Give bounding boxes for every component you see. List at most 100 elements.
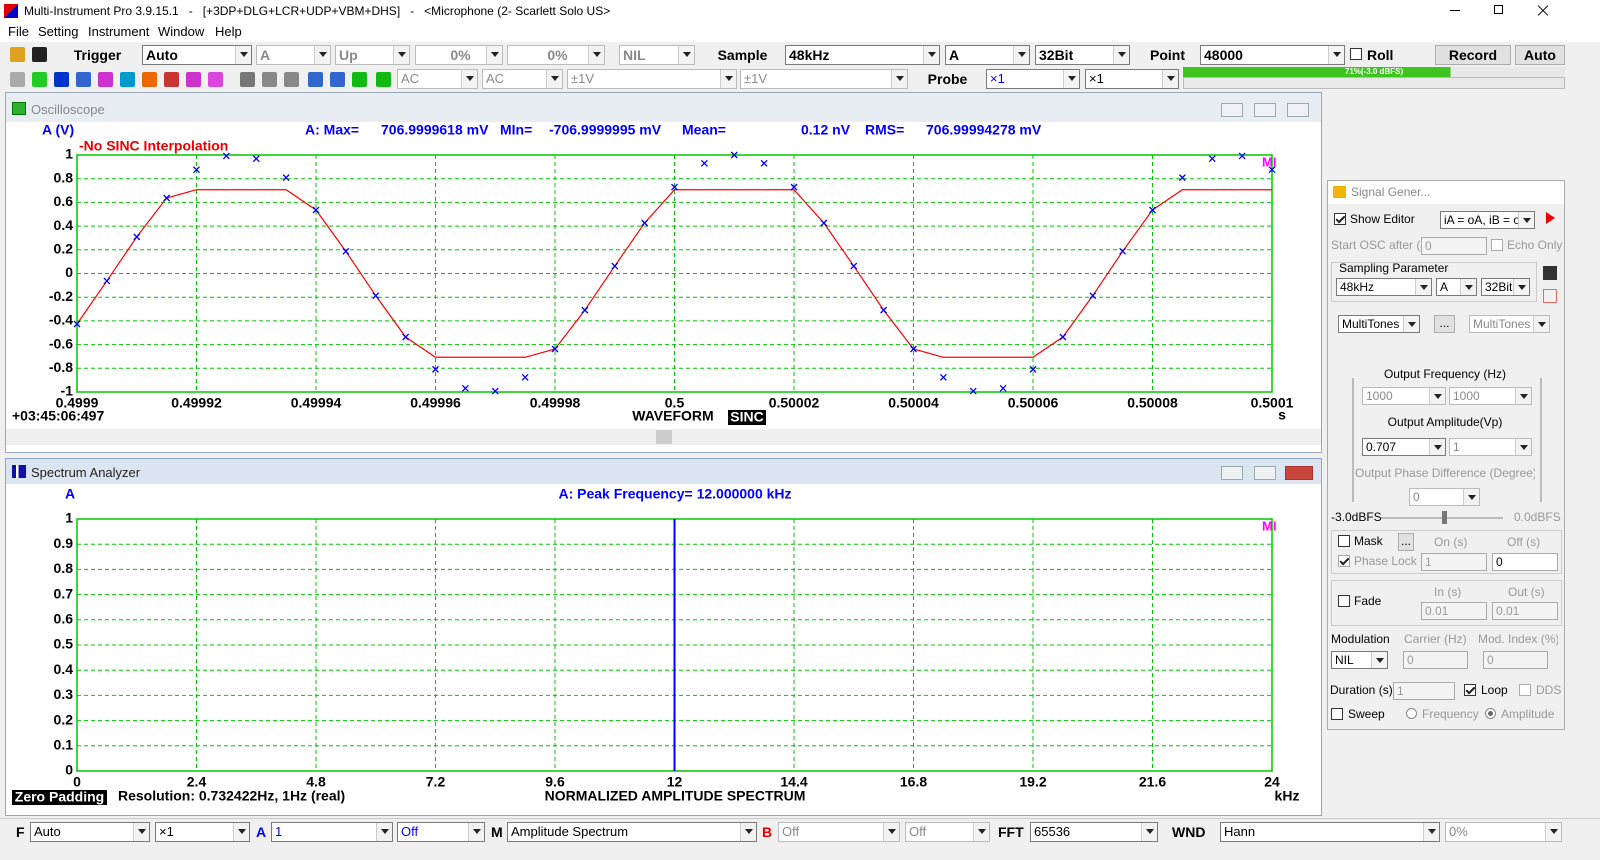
checkbox[interactable] (1338, 535, 1350, 547)
dropdown[interactable]: A (256, 45, 331, 65)
dropdown[interactable]: Auto (142, 45, 252, 65)
toolbar-icon[interactable] (98, 72, 113, 87)
toolbar-icon[interactable] (164, 72, 179, 87)
text-field[interactable]: 0 (1421, 237, 1487, 255)
dropdown[interactable]: AC (482, 69, 563, 89)
dropdown[interactable]: Up (335, 45, 410, 65)
toolbar-icon[interactable] (142, 72, 157, 87)
toolbar-icon[interactable] (32, 72, 47, 87)
toolbar-icon[interactable] (352, 72, 367, 87)
dropdown[interactable]: ×1 (155, 822, 250, 842)
button[interactable]: ... (1398, 533, 1414, 551)
text-field[interactable]: 0 (1403, 651, 1468, 669)
checkbox[interactable] (1338, 555, 1350, 567)
dropdown[interactable]: A (945, 45, 1030, 65)
dropdown[interactable]: ±1V (567, 69, 737, 89)
dropdown[interactable]: 0 (1409, 488, 1480, 506)
toolbar-icon[interactable] (330, 72, 345, 87)
dropdown[interactable]: 0.707 (1362, 438, 1446, 456)
dropdown[interactable]: AC (397, 69, 478, 89)
checkbox[interactable] (1334, 213, 1346, 225)
label: Modulation (1331, 630, 1401, 648)
music-button[interactable] (1543, 289, 1557, 303)
checkbox[interactable] (1464, 684, 1476, 696)
toolbar-icon[interactable] (76, 72, 91, 87)
dropdown[interactable]: 0% (1445, 822, 1562, 842)
toolbar-icon[interactable] (120, 72, 135, 87)
dropdown[interactable]: NIL (1331, 651, 1388, 669)
radio-button[interactable] (1485, 708, 1496, 719)
dropdown[interactable]: 1000 (1449, 387, 1532, 405)
save-button[interactable] (1543, 266, 1557, 280)
checkbox[interactable] (1519, 684, 1531, 696)
dropdown[interactable]: MultiTones (1469, 315, 1550, 333)
button[interactable]: ... (1434, 315, 1455, 333)
dropdown[interactable]: 0% (507, 45, 605, 65)
toolbar-icon[interactable] (240, 72, 255, 87)
checkbox[interactable] (1350, 48, 1362, 60)
toolbar-icon[interactable] (186, 72, 201, 87)
chart-text: -No SINC Interpolation (79, 138, 228, 154)
scrollbar-thumb[interactable] (656, 430, 672, 444)
radio-button[interactable] (1406, 708, 1417, 719)
text-field[interactable]: 1 (1393, 682, 1455, 700)
dropdown[interactable]: 65536 (1030, 822, 1158, 842)
dropdown[interactable]: Hann (1220, 822, 1440, 842)
minimize-button[interactable] (1221, 466, 1243, 480)
dropdown[interactable]: 48kHz (785, 45, 940, 65)
dropdown[interactable]: 32Bit (1035, 45, 1130, 65)
slider-track[interactable] (1540, 378, 1542, 502)
toolbar-icon[interactable] (208, 72, 223, 87)
dropdown[interactable]: Auto (30, 822, 150, 842)
restore-button[interactable] (1254, 103, 1276, 117)
toolbar-icon[interactable] (376, 72, 391, 87)
close-button[interactable] (1285, 466, 1313, 480)
dropdown[interactable]: Off (905, 822, 990, 842)
dropdown[interactable]: MultiTones (1338, 315, 1420, 333)
toolbar-icon[interactable] (32, 47, 47, 62)
dropdown[interactable]: ×1 (986, 69, 1080, 89)
close-button[interactable] (1287, 103, 1309, 117)
slider-thumb[interactable] (1442, 511, 1447, 524)
dropdown[interactable]: A (1436, 278, 1477, 296)
y-tick-label: 0 (65, 762, 73, 778)
minimize-button[interactable] (1450, 10, 1460, 11)
chart-text: Resolution: 0.732422Hz, 1Hz (real) (118, 788, 345, 804)
text-field[interactable]: 0.01 (1492, 602, 1558, 620)
slider-track[interactable] (1352, 378, 1354, 502)
button[interactable]: Auto (1515, 45, 1565, 65)
dropdown[interactable]: NIL (619, 45, 695, 65)
dropdown[interactable]: ×1 (1085, 69, 1179, 89)
toolbar-icon[interactable] (284, 72, 299, 87)
toolbar-icon[interactable] (54, 72, 69, 87)
text-field[interactable]: 1 (1421, 553, 1487, 571)
dropdown[interactable]: iA = oA, iB = oB (1440, 211, 1535, 229)
button[interactable]: Record (1435, 45, 1511, 65)
text-field[interactable]: 0 (1483, 651, 1548, 669)
dropdown[interactable]: 0% (415, 45, 503, 65)
checkbox[interactable] (1491, 239, 1503, 251)
play-button[interactable] (1546, 212, 1555, 224)
dropdown[interactable]: ±1V (740, 69, 908, 89)
dropdown[interactable]: 48000 (1200, 45, 1345, 65)
checkbox[interactable] (1338, 595, 1350, 607)
dropdown[interactable]: 1 (271, 822, 393, 842)
toolbar-icon[interactable] (308, 72, 323, 87)
dropdown[interactable]: Amplitude Spectrum (507, 822, 757, 842)
toolbar-icon[interactable] (262, 72, 277, 87)
dropdown[interactable]: 32Bit (1481, 278, 1530, 296)
toolbar-icon[interactable] (10, 72, 25, 87)
maximize-button[interactable] (1494, 5, 1503, 14)
dropdown[interactable]: 1000 (1362, 387, 1446, 405)
minimize-button[interactable] (1221, 103, 1243, 117)
dropdown[interactable]: 1 (1449, 438, 1532, 456)
checkbox[interactable] (1331, 708, 1343, 720)
restore-button[interactable] (1254, 466, 1276, 480)
x-tick-label: 16.8 (900, 774, 927, 790)
dropdown[interactable]: Off (778, 822, 900, 842)
dropdown[interactable]: 48kHz (1336, 278, 1432, 296)
text-field[interactable]: 0 (1492, 553, 1558, 571)
text-field[interactable]: 0.01 (1421, 602, 1487, 620)
dropdown[interactable]: Off (397, 822, 485, 842)
toolbar-icon[interactable] (10, 47, 25, 62)
